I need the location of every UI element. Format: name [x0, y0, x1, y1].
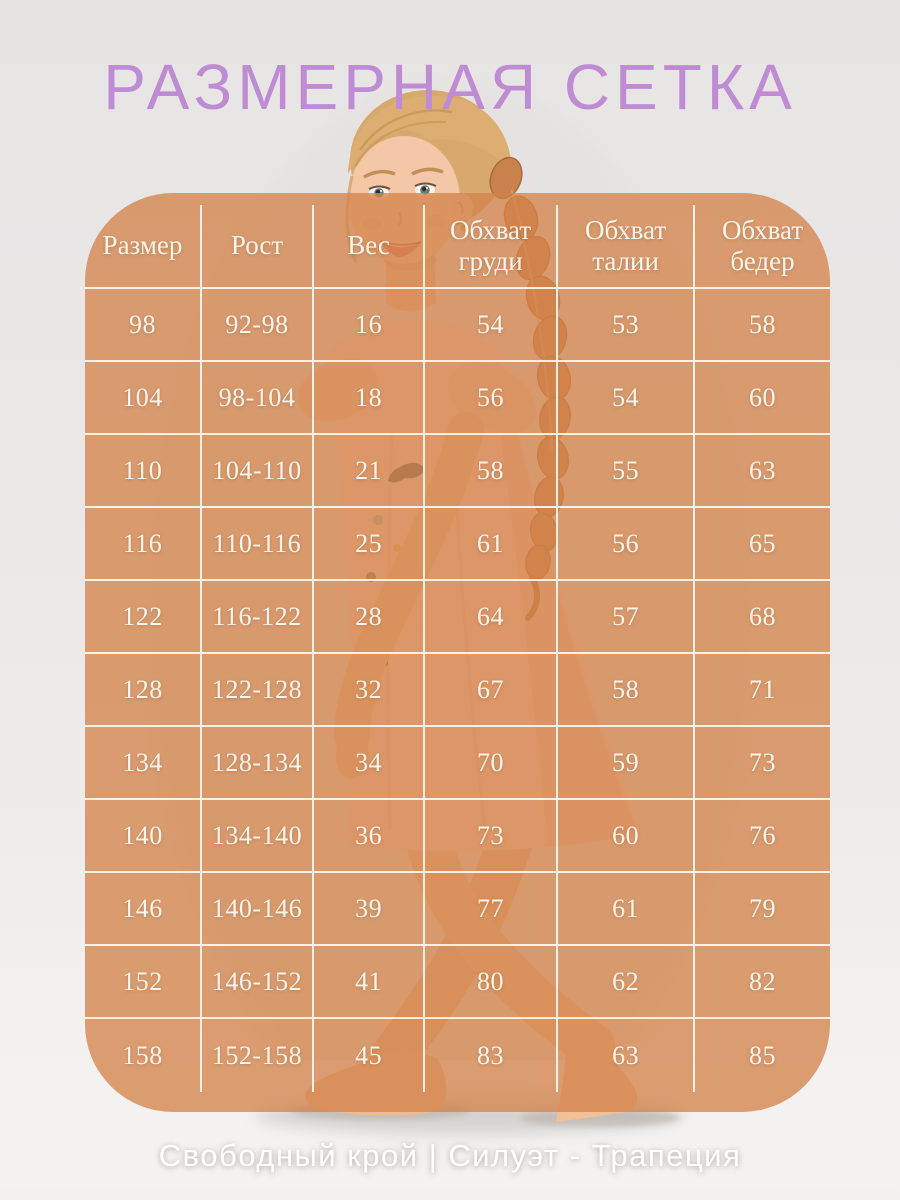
- table-cell: 45: [314, 1019, 426, 1092]
- size-table: Размер Рост Вес Обхват груди Обхват талии Обх…: [85, 205, 830, 1092]
- table-cell: 116-122: [201, 581, 315, 654]
- header-cell: Обхват бедер: [695, 205, 830, 289]
- table-cell: 92-98: [201, 289, 315, 362]
- table-cell: 73: [425, 800, 559, 873]
- table-cell: 140-146: [201, 873, 315, 946]
- table-cell: 59: [558, 727, 696, 800]
- table-cell: 58: [425, 435, 559, 508]
- table-cell: 58: [558, 654, 696, 727]
- table-cell: 39: [314, 873, 426, 946]
- table-cell: 80: [425, 946, 559, 1019]
- table-cell: 54: [558, 362, 696, 435]
- table-cell: 57: [558, 581, 696, 654]
- table-cell: 77: [425, 873, 559, 946]
- table-cell: 85: [749, 1040, 777, 1070]
- table-cell: 110: [85, 435, 202, 508]
- table-cell: 116: [85, 508, 202, 581]
- table-cell: 60: [558, 800, 696, 873]
- header-cell: Размер: [85, 205, 202, 289]
- table-cell: 61: [425, 508, 559, 581]
- table-cell: 146-152: [201, 946, 315, 1019]
- table-cell: 82: [695, 946, 830, 1019]
- table-cell: 79: [695, 873, 830, 946]
- table-cell: 128: [85, 654, 202, 727]
- table-cell: 134: [85, 727, 202, 800]
- table-cell: 53: [558, 289, 696, 362]
- table-cell: 68: [695, 581, 830, 654]
- table-cell: 21: [314, 435, 426, 508]
- table-cell: 64: [425, 581, 559, 654]
- page-title: РАЗМЕРНАЯ СЕТКА: [103, 51, 797, 123]
- table-cell: 65: [695, 508, 830, 581]
- table-cell: 152: [85, 946, 202, 1019]
- table-cell: 104: [85, 362, 202, 435]
- table-cell: 71: [695, 654, 830, 727]
- table-cell: 56: [558, 508, 696, 581]
- table-cell: 152-158: [202, 1019, 315, 1092]
- table-cell: 98-104: [201, 362, 315, 435]
- table-cell: 122: [85, 581, 202, 654]
- table-cell: 146: [85, 873, 202, 946]
- table-cell: 58: [695, 289, 830, 362]
- table-cell: 110-116: [201, 508, 315, 581]
- table-cell: 134-140: [201, 800, 315, 873]
- table-cell: 28: [314, 581, 426, 654]
- size-table-panel: Размер Рост Вес Обхват груди Обхват талии Обх…: [85, 193, 830, 1112]
- table-cell: 16: [314, 289, 426, 362]
- table-cell: 54: [425, 289, 559, 362]
- table-cell: 76: [695, 800, 830, 873]
- table-cell: 63: [695, 435, 830, 508]
- header-cell: Обхват талии: [558, 205, 696, 289]
- table-cell: 55: [558, 435, 696, 508]
- header-cell: Вес: [314, 205, 426, 289]
- table-cell: 41: [314, 946, 426, 1019]
- table-cell: 122-128: [201, 654, 315, 727]
- table-cell: 140: [85, 800, 202, 873]
- table-cell: 67: [425, 654, 559, 727]
- table-cell: 104-110: [201, 435, 315, 508]
- table-cell: 98: [85, 289, 202, 362]
- header-cell: Обхват груди: [425, 205, 559, 289]
- header-cell: Рост: [201, 205, 315, 289]
- table-cell: 63: [558, 1019, 696, 1092]
- table-cell: 34: [314, 727, 426, 800]
- table-cell: 60: [695, 362, 830, 435]
- table-cell: 61: [558, 873, 696, 946]
- table-cell: 128-134: [201, 727, 315, 800]
- table-cell: 18: [314, 362, 426, 435]
- table-cell: 70: [425, 727, 559, 800]
- table-cell: 83: [425, 1019, 559, 1092]
- table-cell: 158: [85, 1019, 202, 1092]
- table-cell: 36: [314, 800, 426, 873]
- table-cell: 56: [425, 362, 559, 435]
- table-cell: 73: [695, 727, 830, 800]
- table-cell: 25: [314, 508, 426, 581]
- table-cell: 62: [558, 946, 696, 1019]
- table-cell: 32: [314, 654, 426, 727]
- footer-caption: Свободный крой | Силуэт - Трапеция: [158, 1138, 742, 1173]
